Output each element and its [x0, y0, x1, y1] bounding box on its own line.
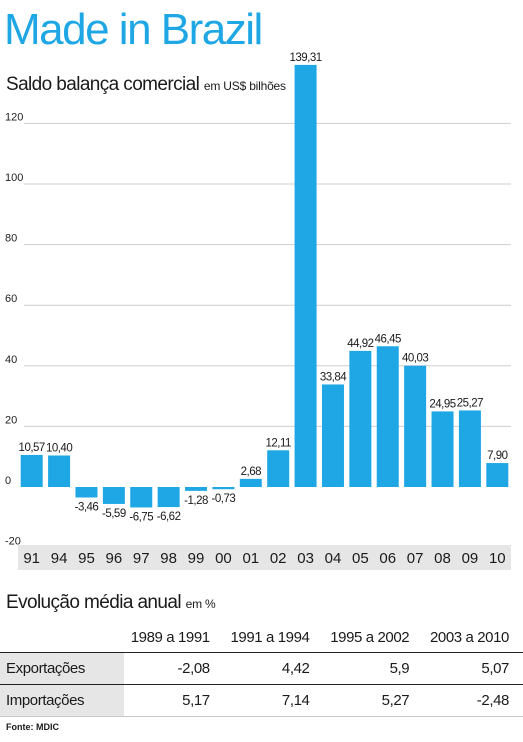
y-tick-label: 20	[5, 414, 17, 426]
bar	[185, 487, 208, 491]
value-label: 44,92	[347, 338, 373, 350]
bar	[431, 411, 454, 487]
bar	[102, 487, 125, 504]
bar	[130, 487, 153, 508]
x-tick-label: 10	[489, 550, 506, 567]
y-tick-label: 0	[5, 475, 11, 487]
growth-unit: em %	[185, 597, 216, 611]
growth-table: 1989 a 1991 1991 a 1994 1995 a 2002 2003…	[0, 622, 523, 717]
y-tick-label: 120	[5, 111, 23, 123]
source-note: Fonte: MDIC	[6, 722, 59, 732]
growth-header-corner	[0, 622, 124, 653]
growth-section-title: Evolução média anual em %	[6, 592, 216, 614]
value-label: 40,03	[402, 353, 428, 365]
value-label: 10,40	[46, 442, 72, 454]
value-label: -0,73	[212, 493, 236, 505]
x-tick-label: 00	[215, 550, 232, 567]
value-label: -1,28	[184, 495, 208, 507]
y-tick-label: 60	[5, 293, 17, 305]
bar	[458, 410, 481, 487]
y-tick-label: 40	[5, 354, 17, 366]
x-tick-label: 09	[462, 550, 479, 567]
growth-col-1: 1989 a 1991	[130, 628, 210, 646]
x-tick-label: 05	[352, 550, 369, 567]
y-tick-label: -20	[5, 536, 21, 548]
page-title: Made in Brazil	[4, 5, 263, 54]
growth-cell: 4,42	[223, 652, 324, 685]
value-label: 12,11	[265, 437, 291, 449]
value-label: 24,95	[429, 398, 455, 410]
x-tick-label: 08	[434, 550, 451, 567]
growth-col-2: 1991 a 1994	[230, 628, 310, 646]
bar	[75, 487, 98, 498]
bar	[239, 478, 262, 487]
x-tick-label: 04	[325, 550, 342, 567]
chart-subtitle-text: Saldo balança comercial	[6, 74, 200, 95]
growth-cell: -2,48	[423, 684, 523, 717]
growth-row-label: Importações	[0, 684, 124, 717]
bar	[20, 454, 43, 487]
value-label: -6,62	[157, 511, 181, 523]
trade-balance-bar-chart: 120100806040200-2010,579110,4094-3,4695-…	[5, 52, 511, 570]
x-tick-label: 07	[407, 550, 424, 567]
growth-title-text: Evolução média anual	[6, 592, 182, 613]
growth-cell: -2,08	[124, 652, 224, 685]
value-label: 33,84	[320, 371, 347, 383]
bar	[321, 384, 344, 487]
growth-cell: 7,14	[223, 684, 324, 717]
growth-row-label: Exportações	[0, 652, 124, 685]
value-label: -3,46	[75, 501, 99, 513]
x-tick-label: 95	[78, 550, 95, 567]
value-label: 2,68	[241, 466, 261, 478]
chart-subtitle: Saldo balança comercial em US$ bilhões	[6, 74, 286, 96]
x-tick-label: 94	[51, 550, 68, 567]
growth-cell: 5,27	[323, 684, 424, 717]
value-label: 10,57	[19, 442, 45, 454]
x-tick-label: 97	[133, 550, 150, 567]
x-tick-label: 96	[106, 550, 123, 567]
bar	[349, 350, 372, 487]
x-tick-label: 98	[160, 550, 177, 567]
bar	[486, 463, 509, 487]
growth-cell: 5,9	[323, 652, 424, 685]
value-label: -6,75	[129, 511, 153, 523]
value-label: 7,90	[487, 450, 507, 462]
value-label: -5,59	[102, 508, 126, 520]
y-tick-label: 100	[5, 172, 23, 184]
growth-cell: 5,07	[423, 652, 523, 685]
value-label: 46,45	[375, 333, 401, 345]
x-axis-band	[18, 545, 511, 570]
bar	[157, 487, 180, 508]
x-tick-label: 01	[242, 550, 259, 567]
x-tick-label: 99	[188, 550, 205, 567]
growth-row-imports: Importações 5,17 7,14 5,27 -2,48	[0, 684, 523, 717]
bar	[294, 64, 317, 488]
value-label: 25,27	[457, 397, 483, 409]
growth-col-4: 2003 a 2010	[429, 628, 509, 646]
x-tick-label: 02	[270, 550, 287, 567]
growth-row-exports: Exportações -2,08 4,42 5,9 5,07	[0, 652, 523, 685]
chart-unit: em US$ bilhões	[203, 79, 286, 93]
x-tick-label: 91	[23, 550, 40, 567]
bar	[212, 487, 235, 490]
value-label: 139,31	[289, 52, 321, 64]
y-tick-label: 80	[5, 233, 17, 245]
x-tick-label: 06	[379, 550, 396, 567]
growth-col-3: 1995 a 2002	[330, 628, 410, 646]
growth-header-row: 1989 a 1991 1991 a 1994 1995 a 2002 2003…	[0, 622, 523, 653]
bar	[267, 450, 290, 487]
bar	[376, 346, 399, 487]
bar	[48, 455, 71, 487]
growth-cell: 5,17	[124, 684, 224, 717]
x-tick-label: 03	[297, 550, 314, 567]
bar	[404, 365, 427, 487]
